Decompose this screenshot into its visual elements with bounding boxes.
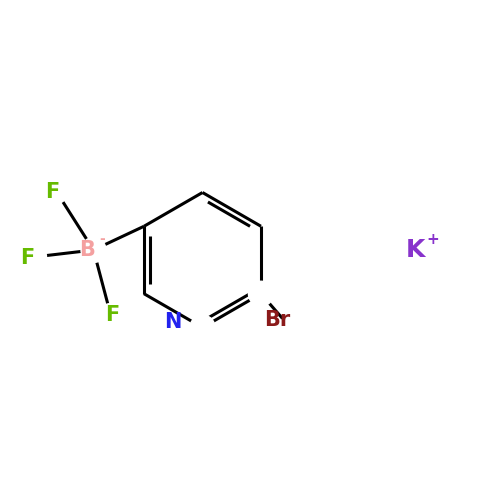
Text: B: B: [80, 240, 96, 260]
Circle shape: [22, 244, 46, 270]
Text: K: K: [406, 238, 424, 262]
Circle shape: [98, 304, 124, 328]
Text: F: F: [106, 305, 120, 325]
Text: -: -: [100, 232, 105, 245]
Circle shape: [248, 281, 274, 306]
Text: +: +: [426, 232, 439, 246]
Text: F: F: [20, 248, 34, 268]
Text: N: N: [164, 312, 181, 332]
Circle shape: [81, 238, 106, 262]
Circle shape: [190, 315, 215, 340]
Circle shape: [44, 178, 68, 204]
Text: Br: Br: [264, 310, 290, 330]
Text: F: F: [46, 182, 60, 203]
